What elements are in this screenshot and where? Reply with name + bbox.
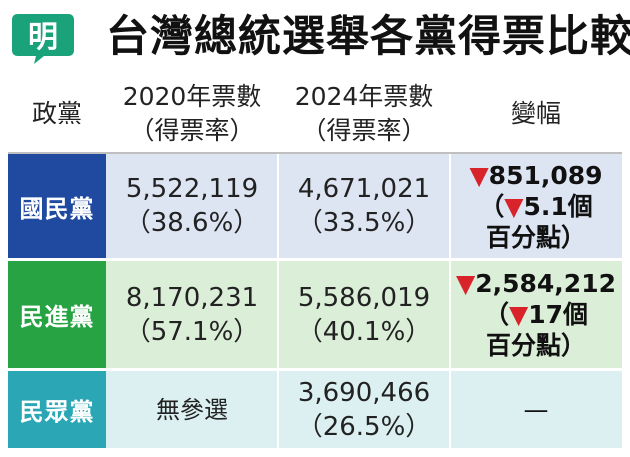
header-votes-2020: 2020年票數 （得票率） xyxy=(106,76,278,152)
header-votes-2024: 2024年票數 （得票率） xyxy=(278,76,450,152)
vote-comparison-table: 政黨 2020年票數 （得票率） 2024年票數 （得票率） 變幅 國民黨 5,… xyxy=(8,76,622,448)
kmt-change: ▼851,089 （▼5.1個 百分點） xyxy=(450,154,622,258)
dpp-votes-2020: 8,170,231 （57.1%） xyxy=(106,261,278,368)
party-dpp: 民進黨 xyxy=(8,261,106,368)
header: 明 台灣總統選舉各黨得票比較 xyxy=(0,0,630,74)
kmt-votes-2024: 4,671,021 （33.5%） xyxy=(278,154,450,258)
row-divider xyxy=(8,368,622,371)
header-divider xyxy=(8,152,622,154)
header-change: 變幅 xyxy=(450,76,622,152)
down-triangle-icon: ▼ xyxy=(456,269,476,298)
page-title: 台灣總統選舉各黨得票比較 xyxy=(106,12,630,62)
party-tpp: 民眾黨 xyxy=(8,371,106,448)
down-triangle-icon: ▼ xyxy=(504,191,524,221)
party-kmt: 國民黨 xyxy=(8,154,106,258)
kmt-votes-2020: 5,522,119 （38.6%） xyxy=(106,154,278,258)
dpp-votes-2024: 5,586,019 （40.1%） xyxy=(278,261,450,368)
dpp-change: ▼2,584,212 （▼17個 百分點） xyxy=(450,261,622,368)
tpp-votes-2020: 無參選 xyxy=(106,371,278,448)
header-party: 政黨 xyxy=(8,76,106,152)
logo-text: 明 xyxy=(28,20,58,55)
tpp-change: — xyxy=(450,371,622,448)
down-triangle-icon: ▼ xyxy=(508,300,529,329)
ming-pao-logo: 明 xyxy=(12,14,74,64)
down-triangle-icon: ▼ xyxy=(469,160,489,190)
tpp-votes-2024: 3,690,466 （26.5%） xyxy=(278,371,450,448)
row-divider xyxy=(8,258,622,261)
